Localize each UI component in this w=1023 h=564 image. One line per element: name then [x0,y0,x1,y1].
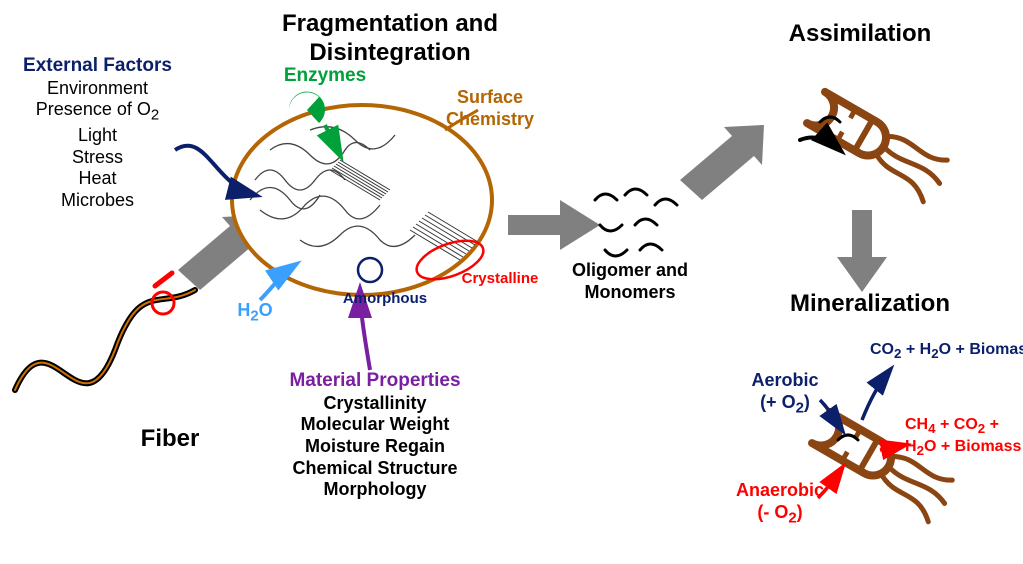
mp-chemstruct: Chemical Structure [250,458,500,480]
aerobic-products: CO2 + H2O + Biomass [870,340,1023,362]
ef-light: Light [10,125,185,147]
ef-environment: Environment [10,78,185,100]
surface-chem-label: Surface Chemistry [435,87,545,130]
external-factors-block: External Factors Environment Presence of… [10,55,185,211]
frag-title: Fragmentation and Disintegration [250,10,530,68]
h2o-label: H2O [225,300,285,326]
ef-stress: Stress [10,147,185,169]
ef-microbes: Microbes [10,190,185,212]
mp-morphology: Morphology [250,479,500,501]
oligomer-label: Oligomer and Monomers [570,260,690,303]
aerobic-label: Aerobic (+ O2) [735,370,835,417]
assimilation-title: Assimilation [760,20,960,49]
external-factors-heading: External Factors [10,55,185,78]
fiber-label: Fiber [110,425,230,454]
anaerobic-label: Anaerobic (- O2) [725,480,835,527]
mp-molweight: Molecular Weight [250,414,500,436]
ef-heat: Heat [10,168,185,190]
amorphous-label: Amorphous [330,290,440,308]
mineralization-title: Mineralization [760,290,980,319]
anaerobic-products: CH4 + CO2 + H2O + Biomass [905,415,1023,459]
material-props-heading: Material Properties [250,370,500,393]
crystalline-label: Crystalline [450,270,550,288]
ef-o2: Presence of O2 [10,99,185,125]
enzymes-label: Enzymes [275,65,375,88]
mp-moisture: Moisture Regain [250,436,500,458]
mp-crystallinity: Crystallinity [250,393,500,415]
material-props-block: Material Properties Crystallinity Molecu… [250,370,500,501]
